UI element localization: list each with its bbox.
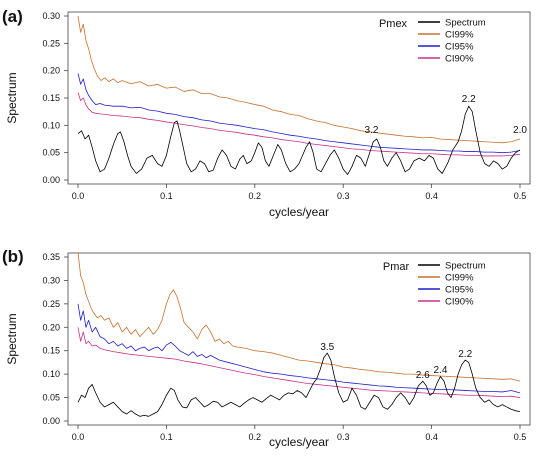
series-line-ci95 xyxy=(77,73,521,154)
y-tick-label: 0.05 xyxy=(42,148,60,158)
peak-annotation: 2.4 xyxy=(433,365,447,376)
panel-label: (b) xyxy=(2,247,24,266)
legend-label: CI99% xyxy=(445,30,474,41)
y-tick-label: 0.20 xyxy=(42,322,60,332)
peak-annotation: 2.2 xyxy=(458,349,472,360)
panel-title: Pmex xyxy=(379,18,408,30)
series-line-spectrum xyxy=(77,352,521,417)
series-group xyxy=(77,15,521,175)
x-tick-label: 0.1 xyxy=(160,191,173,201)
plot-frame xyxy=(67,252,531,426)
series-group xyxy=(77,253,521,417)
x-tick-label: 0.0 xyxy=(72,432,85,442)
panel-title: Pmar xyxy=(383,261,410,273)
x-tick-label: 0.4 xyxy=(425,432,438,442)
y-tick-label: 0.10 xyxy=(42,120,60,130)
chart-panel-b: (b) 0.00 0.05 0.10 0.15 0.20 0.25 0.30 0.35 0.0 0.… xyxy=(2,247,531,449)
peak-annotation: 3.5 xyxy=(320,342,334,353)
series-line-ci99 xyxy=(77,15,521,144)
y-tick-label: 0.15 xyxy=(42,346,60,356)
x-tick-label: 0.3 xyxy=(337,432,350,442)
x-tick-label: 0.5 xyxy=(514,191,527,201)
legend-label: CI90% xyxy=(445,297,474,308)
y-tick-label: 0.25 xyxy=(42,38,60,48)
panel-label: (a) xyxy=(2,7,23,26)
chart-panel-a: (a) 0.00 0.05 0.10 0.15 0.20 0.25 0.30 0.0 0.1 0.2… xyxy=(2,7,531,219)
peak-annotation: 2.6 xyxy=(416,370,430,381)
y-axis-label: Spectrum xyxy=(5,313,19,364)
y-tick-label: 0.10 xyxy=(42,369,60,379)
x-tick-label: 0.4 xyxy=(425,191,438,201)
x-axis-label: cycles/year xyxy=(269,435,329,449)
legend-label: Spectrum xyxy=(445,18,486,29)
y-tick-label: 0.30 xyxy=(42,275,60,285)
y-tick-label: 0.15 xyxy=(42,93,60,103)
series-line-ci99 xyxy=(77,253,521,382)
peak-annotation: 2.2 xyxy=(462,94,476,105)
x-tick-label: 0.2 xyxy=(249,432,262,442)
x-tick-label: 0.2 xyxy=(249,191,262,201)
x-tick-label: 0.1 xyxy=(160,432,173,442)
legend-label: CI95% xyxy=(445,285,474,296)
y-tick-label: 0.35 xyxy=(42,252,60,262)
y-tick-label: 0.30 xyxy=(42,11,60,21)
legend-label: CI90% xyxy=(445,54,474,65)
legend-label: CI95% xyxy=(445,42,474,53)
x-tick-label: 0.5 xyxy=(514,432,527,442)
x-axis-label: cycles/year xyxy=(269,205,329,219)
series-line-spectrum xyxy=(77,105,521,175)
y-tick-label: 0.20 xyxy=(42,66,60,76)
y-tick-label: 0.00 xyxy=(42,175,60,185)
x-tick-label: 0.3 xyxy=(337,191,350,201)
series-line-ci95 xyxy=(77,303,521,394)
series-line-ci90 xyxy=(77,92,521,157)
y-axis-label: Spectrum xyxy=(5,72,19,123)
y-tick-label: 0.05 xyxy=(42,393,60,403)
series-line-ci90 xyxy=(77,327,521,398)
legend-label: CI99% xyxy=(445,273,474,284)
legend-label: Spectrum xyxy=(445,261,486,272)
peak-annotation: 3.2 xyxy=(365,125,379,136)
x-tick-label: 0.0 xyxy=(72,191,85,201)
peak-annotation: 2.0 xyxy=(513,125,527,136)
y-tick-label: 0.00 xyxy=(42,416,60,426)
y-tick-label: 0.25 xyxy=(42,299,60,309)
